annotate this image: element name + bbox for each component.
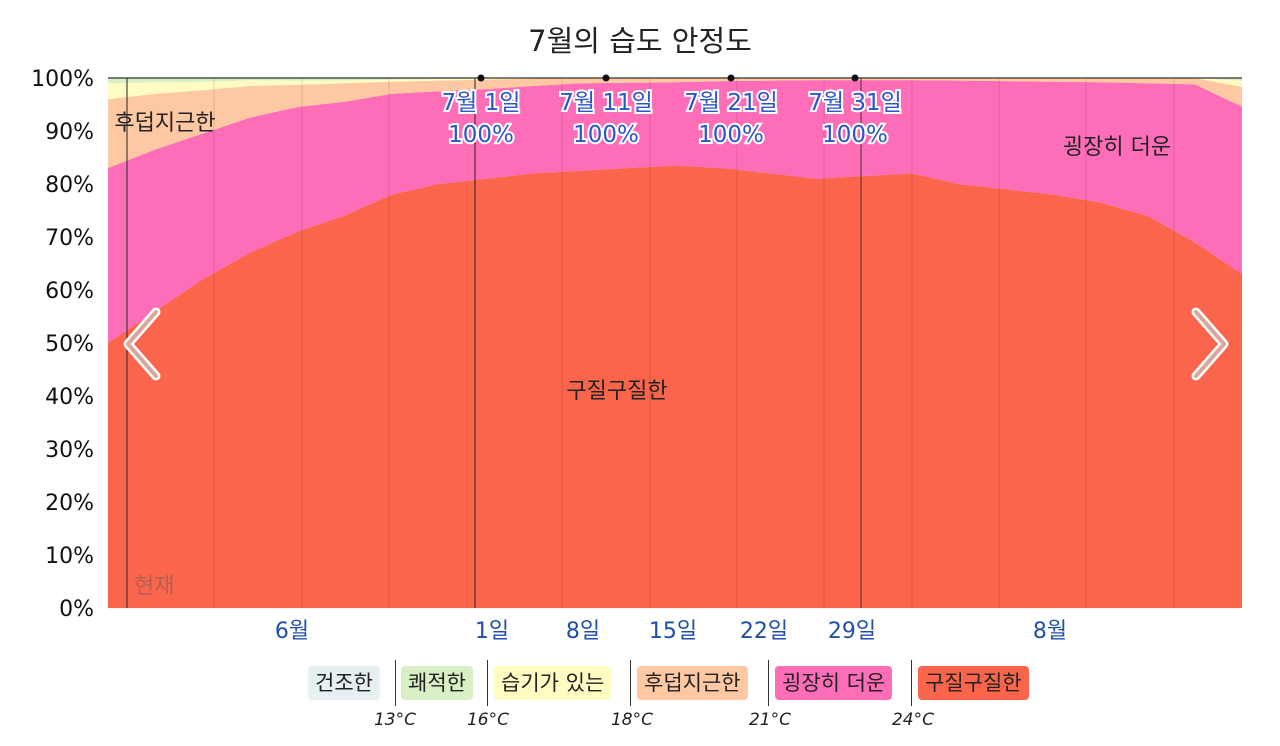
now-label: 현재 xyxy=(134,574,174,599)
legend-item-comfortable[interactable]: 쾌적한 xyxy=(401,666,473,700)
area-series-1 xyxy=(108,80,1242,344)
legend-threshold: 16°C xyxy=(466,710,510,730)
area-series-4 xyxy=(108,78,1242,84)
marker-value-label: 100% xyxy=(698,122,764,148)
y-tick-label: 30% xyxy=(45,438,94,463)
marker-dot xyxy=(477,74,485,82)
next-arrow-button[interactable] xyxy=(1182,306,1234,382)
legend-separator xyxy=(487,660,488,706)
y-tick-label: 70% xyxy=(45,226,94,251)
y-tick-label: 100% xyxy=(31,67,94,92)
y-tick-label: 0% xyxy=(59,597,94,622)
chevron-left-icon xyxy=(123,307,161,381)
x-tick-label: 6월 xyxy=(275,619,309,644)
x-tick-label: 8월 xyxy=(1033,619,1067,644)
prev-arrow-button[interactable] xyxy=(118,306,170,382)
y-tick-label: 80% xyxy=(45,173,94,198)
legend: 건조한 쾌적한 습기가 있는 후덥지근한 굉장히 더운 구질구질한 13°C 1… xyxy=(0,660,1280,740)
legend-label: 후덥지근한 xyxy=(644,671,741,695)
marker-date-label: 7월 31일 xyxy=(808,90,902,116)
legend-label: 구질구질한 xyxy=(925,671,1022,695)
legend-label: 건조한 xyxy=(315,671,373,695)
x-tick-label: 22일 xyxy=(740,619,788,644)
marker-dot xyxy=(727,74,735,82)
area-series-0 xyxy=(108,165,1242,608)
legend-threshold: 13°C xyxy=(373,710,417,730)
x-tick-label: 8일 xyxy=(566,619,600,644)
chevron-right-icon xyxy=(1191,307,1229,381)
legend-separator xyxy=(911,660,912,706)
legend-separator xyxy=(630,660,631,706)
marker-dot xyxy=(851,74,859,82)
legend-label: 쾌적한 xyxy=(408,671,466,695)
legend-separator xyxy=(395,660,396,706)
y-tick-label: 50% xyxy=(45,332,94,357)
marker-date-label: 7월 21일 xyxy=(684,90,778,116)
legend-item-oppressive[interactable]: 구질구질한 xyxy=(918,666,1029,700)
marker-value-label: 100% xyxy=(448,122,514,148)
legend-threshold: 21°C xyxy=(748,710,792,730)
marker-dot xyxy=(602,74,610,82)
legend-item-dry[interactable]: 건조한 xyxy=(308,666,380,700)
legend-label: 습기가 있는 xyxy=(501,671,605,695)
y-tick-label: 10% xyxy=(45,544,94,569)
band-label: 후덥지근한 xyxy=(114,111,215,136)
marker-value-label: 100% xyxy=(822,122,888,148)
y-tick-label: 40% xyxy=(45,385,94,410)
marker-date-label: 7월 11일 xyxy=(559,90,653,116)
marker-date-label: 7월 1일 xyxy=(442,90,521,116)
y-tick-label: 90% xyxy=(45,120,94,145)
x-tick-label: 1일 xyxy=(475,619,509,644)
legend-threshold: 24°C xyxy=(891,710,935,730)
x-tick-label: 15일 xyxy=(649,619,697,644)
legend-item-very-hot[interactable]: 굉장히 더운 xyxy=(775,666,893,700)
legend-item-muggy[interactable]: 후덥지근한 xyxy=(637,666,748,700)
band-label: 구질구질한 xyxy=(566,379,667,404)
band-label: 굉장히 더운 xyxy=(1063,135,1171,160)
x-tick-label: 29일 xyxy=(828,619,876,644)
chart-title: 7월의 습도 안정도 xyxy=(528,24,752,58)
y-tick-label: 60% xyxy=(45,279,94,304)
legend-label: 굉장히 더운 xyxy=(782,671,886,695)
marker-value-label: 100% xyxy=(573,122,639,148)
legend-threshold: 18°C xyxy=(610,710,654,730)
y-tick-label: 20% xyxy=(45,491,94,516)
legend-item-humid[interactable]: 습기가 있는 xyxy=(494,666,612,700)
legend-separator xyxy=(768,660,769,706)
